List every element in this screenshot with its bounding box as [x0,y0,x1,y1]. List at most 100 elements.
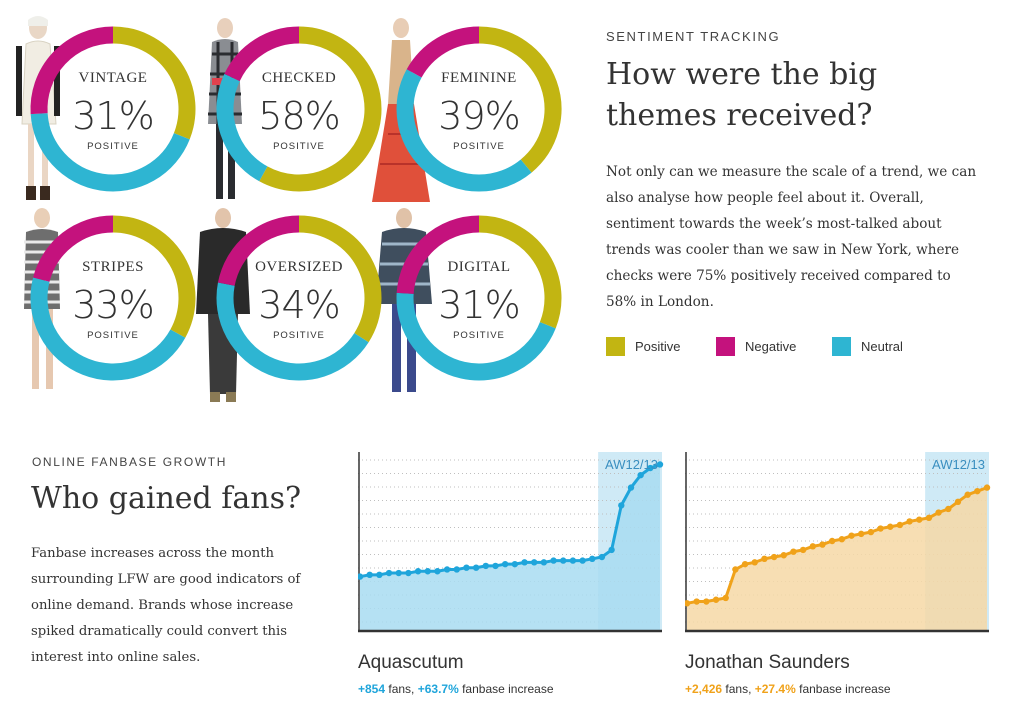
donut-slice-positive [112,26,196,140]
data-point [589,555,596,562]
donut-slice-neutral [396,292,556,381]
data-point [608,546,615,554]
data-point [732,566,739,573]
donut-title: OVERSIZED [255,259,343,275]
body-line: interest into online sales. [31,650,201,665]
data-point [511,560,519,568]
legend-swatch-neutral [832,337,851,356]
data-point [925,514,933,522]
increase-word: fanbase increase [458,682,554,696]
donut-slice-neutral [216,73,268,182]
sentiment-body: Not only can we measure the scale of a t… [606,159,1020,315]
donut-chart-stripes: STRIPES 33% POSITIVE [28,213,198,383]
data-point [857,530,865,538]
data-point [463,564,470,571]
data-point [414,568,422,575]
data-point [828,537,836,545]
data-point [751,559,758,566]
data-point [366,571,373,579]
body-line: also analyse how people feel about it. O… [606,190,924,206]
data-point [916,516,923,523]
data-point [358,573,364,580]
data-point [501,560,509,568]
donut-percent: 33% [72,283,154,327]
donut-slice-positive [298,215,382,343]
data-point [877,525,884,532]
donut-chart-digital: DIGITAL 31% POSITIVE [394,213,564,383]
data-point [906,518,913,525]
donut-percent: 39% [438,94,520,138]
fans-word: fans, [722,682,755,696]
data-point [637,471,644,479]
donut-sublabel: POSITIVE [273,141,325,152]
body-line: trends was cooler than we saw in New Yor… [606,242,960,258]
donut-ring [396,215,562,381]
highlight-label: AW12/13 [605,457,658,472]
data-point [693,598,700,605]
donut-title: STRIPES [82,259,144,275]
data-point [656,461,664,468]
data-point [560,557,567,564]
area-fill [360,464,660,630]
data-point [790,548,797,555]
donut-ring [30,26,196,192]
donut-ring [396,26,562,192]
data-point [741,560,749,568]
data-point [540,559,548,566]
data-point [405,569,412,577]
data-point [627,484,635,491]
area-chart-aquascutum: AW12/13 [358,452,664,633]
data-point [424,568,431,575]
donut-slice-negative [396,215,480,295]
fans-word: fans, [385,682,418,696]
donut-slice-negative [33,215,114,283]
data-point [712,596,720,603]
donut-slice-negative [217,215,300,287]
chart-title-aquascutum: Aquascutum [358,652,464,673]
donut-chart-vintage: VINTAGE 31% POSITIVE [28,24,198,194]
data-point [974,487,981,495]
data-point [848,532,855,539]
body-line: spiked dramatically could convert this [31,624,287,639]
data-point [453,566,460,573]
donut-slice-neutral [216,282,369,381]
legend-label: Neutral [861,339,903,354]
donut-sublabel: POSITIVE [273,330,325,341]
increase-pct: +27.4% [754,682,796,696]
chart-stats-aquascutum: +854 fans, +63.7% fanbase increase [358,682,554,696]
data-point [521,559,528,566]
data-point [443,566,451,573]
donut-chart-checked: CHECKED 58% POSITIVE [214,24,384,194]
donut-grid: VINTAGE 31% POSITIVE CHECKED 58% POSITIV… [0,0,580,420]
donut-slice-positive [112,215,196,338]
data-point [819,541,826,548]
data-point [685,600,691,607]
legend-swatch-negative [716,337,735,356]
sentiment-kicker: SENTIMENT TRACKING [606,29,781,44]
body-line: checks were 75% positively received comp… [606,268,951,284]
data-point [809,543,817,550]
data-point [761,555,768,562]
legend-label: Negative [745,339,797,354]
heading-line: How were the big [606,57,878,92]
data-point [434,568,441,575]
data-point [376,571,383,579]
body-line: Fanbase increases across the month [31,546,275,561]
data-point [579,557,586,564]
chart-stats-jonathan-saunders: +2,426 fans, +27.4% fanbase increase [685,682,891,696]
donut-ring [30,215,196,381]
highlight-label: AW12/13 [932,457,985,472]
increase-word: fanbase increase [795,682,891,696]
data-point [799,546,807,554]
donut-percent: 34% [258,283,340,327]
donut-percent: 58% [258,94,340,138]
legend-positive: Positive [606,337,681,356]
donut-sublabel: POSITIVE [453,141,505,152]
increase-pct: +63.7% [417,682,459,696]
body-line: sentiment towards the week’s most-talked… [606,216,942,232]
donut-slice-positive [478,26,562,173]
data-point [618,502,625,509]
donut-chart-oversized: OVERSIZED 34% POSITIVE [214,213,384,383]
data-point [983,484,991,491]
data-point [569,557,577,564]
